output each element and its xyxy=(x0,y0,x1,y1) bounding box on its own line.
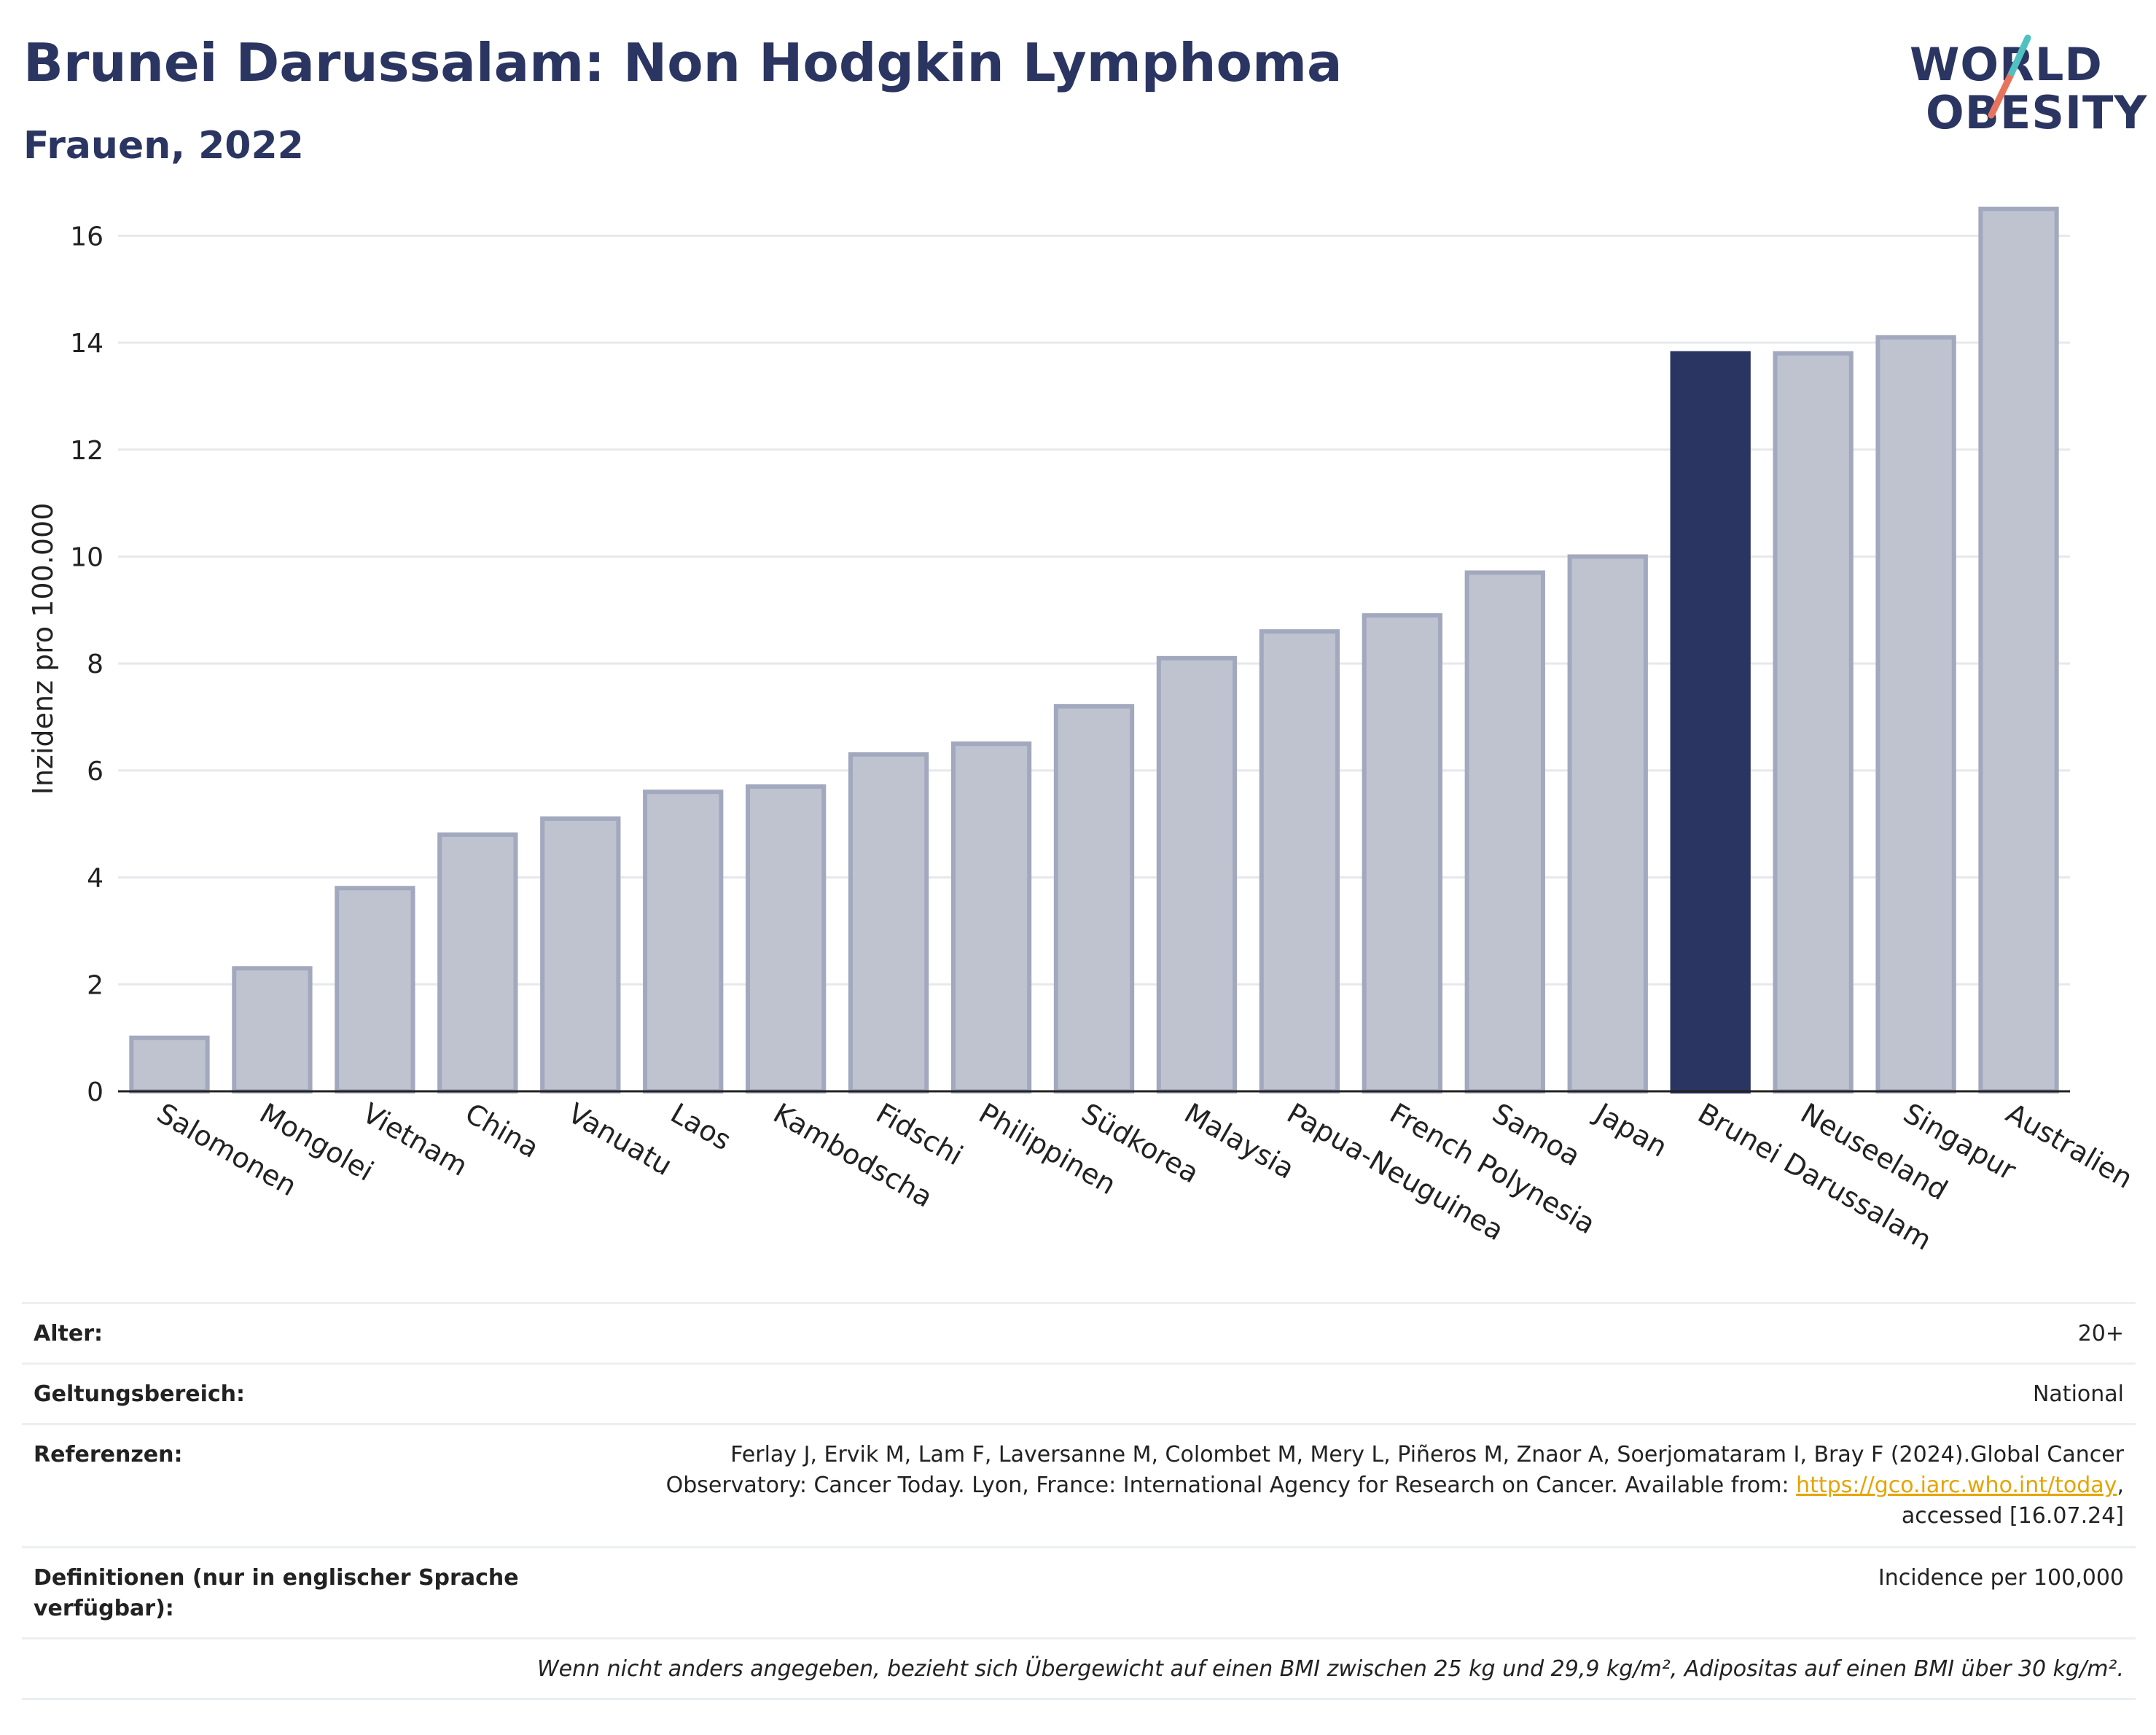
page-title: Brunei Darussalam: Non Hodgkin Lymphoma xyxy=(23,32,1343,93)
bar-fidschi xyxy=(848,752,929,1093)
meta-row-scope: Geltungsbereich: National xyxy=(22,1362,2136,1423)
reference-link[interactable]: https://gco.iarc.who.int/today xyxy=(1796,1473,2117,1498)
bar-samoa xyxy=(1464,570,1545,1093)
y-tick-label: 2 xyxy=(87,970,103,1000)
bar-brunei-darussalam xyxy=(1670,351,1751,1093)
y-tick-label: 10 xyxy=(70,542,103,572)
bmi-note: Wenn nicht anders angegeben, bezieht sic… xyxy=(536,1656,2124,1682)
definitions-value: Incidence per 100,000 xyxy=(1878,1565,2124,1591)
chart-bars xyxy=(129,206,2059,1094)
bar-salomonen xyxy=(129,1035,210,1094)
bar-laos xyxy=(643,789,724,1093)
y-tick-label: 16 xyxy=(70,222,103,252)
y-tick-label: 4 xyxy=(87,864,103,894)
reference-line-2-end: , xyxy=(2117,1473,2124,1498)
bar-chart: 0246810121416SalomonenMongoleiVietnamChi… xyxy=(27,206,2139,1257)
reference-line-1: Ferlay J, Ervik M, Lam F, Laversanne M, … xyxy=(730,1442,2124,1467)
meta-row-note: Wenn nicht anders angegeben, bezieht sic… xyxy=(22,1637,2136,1700)
reference-line-2: Observatory: Cancer Today. Lyon, France:… xyxy=(520,1470,2124,1501)
bar-papua-neuguinea xyxy=(1259,629,1340,1093)
scope-label: Geltungsbereich: xyxy=(34,1381,246,1407)
logo-text-obesity: OBESITY xyxy=(1926,86,2148,139)
bar-vietnam xyxy=(335,886,415,1094)
y-axis-label: Inzidenz pro 100.000 xyxy=(27,503,59,795)
bar-philippinen xyxy=(950,741,1032,1093)
bar-neuseeland xyxy=(1773,351,1854,1093)
page-subtitle: Frauen, 2022 xyxy=(23,124,304,168)
x-tick-label: Japan xyxy=(1589,1096,1673,1163)
references-label: Referenzen: xyxy=(34,1442,183,1467)
reference-line-3: accessed [16.07.24] xyxy=(1901,1503,2124,1529)
x-tick-label: Vietnam xyxy=(357,1097,473,1182)
bar-südkorea xyxy=(1053,703,1135,1093)
bar-kambodscha xyxy=(746,784,827,1093)
meta-row-references: Referenzen: Ferlay J, Ervik M, Lam F, La… xyxy=(22,1423,2136,1546)
bar-mongolei xyxy=(232,966,313,1093)
bar-malaysia xyxy=(1156,655,1238,1093)
bar-japan xyxy=(1567,554,1648,1093)
bar-french-polynesia xyxy=(1362,613,1442,1093)
x-tick-label: Vanuatu xyxy=(563,1097,678,1182)
y-tick-label: 12 xyxy=(70,436,103,466)
bar-singapur xyxy=(1875,335,1956,1094)
world-obesity-logo: WORLD OBESITY xyxy=(1895,29,2147,153)
y-tick-label: 8 xyxy=(87,650,103,679)
logo-slash-icon xyxy=(1988,34,2031,119)
definitions-label: Definitionen (nur in englischer Sprache … xyxy=(34,1565,519,1621)
y-tick-label: 14 xyxy=(70,329,103,359)
scope-value: National xyxy=(2032,1381,2124,1407)
x-tick-label: Laos xyxy=(665,1097,737,1157)
bar-australien xyxy=(1978,206,2059,1093)
reference-line-2-text: Observatory: Cancer Today. Lyon, France:… xyxy=(665,1473,1797,1498)
x-tick-label: Australien xyxy=(2001,1097,2139,1195)
bar-vanuatu xyxy=(540,816,621,1094)
references-value: Ferlay J, Ervik M, Lam F, Laversanne M, … xyxy=(520,1440,2124,1532)
meta-row-definitions: Definitionen (nur in englischer Sprache … xyxy=(22,1546,2136,1637)
meta-row-age: Alter: 20+ xyxy=(22,1302,2136,1362)
age-label: Alter: xyxy=(34,1321,103,1346)
age-value: 20+ xyxy=(2077,1321,2124,1346)
y-tick-label: 0 xyxy=(87,1077,103,1107)
bar-china xyxy=(437,832,518,1093)
y-tick-label: 6 xyxy=(87,757,103,787)
